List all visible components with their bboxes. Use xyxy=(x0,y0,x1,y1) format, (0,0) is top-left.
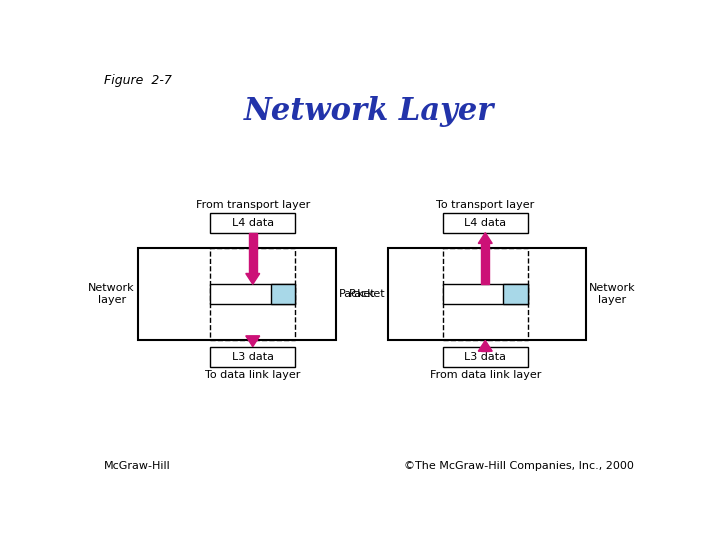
Bar xyxy=(482,244,489,284)
Bar xyxy=(388,248,586,340)
Text: Network
layer: Network layer xyxy=(89,284,135,305)
Text: Network Layer: Network Layer xyxy=(244,96,494,126)
Text: L3 data: L3 data xyxy=(464,352,506,362)
Bar xyxy=(210,213,295,233)
Text: From transport layer: From transport layer xyxy=(196,200,310,210)
Bar xyxy=(210,347,295,367)
Polygon shape xyxy=(246,336,260,347)
Text: To transport layer: To transport layer xyxy=(436,200,534,210)
Bar xyxy=(249,336,256,340)
Text: Packet: Packet xyxy=(339,289,375,299)
Text: L4 data: L4 data xyxy=(464,218,506,228)
Text: McGraw-Hill: McGraw-Hill xyxy=(104,461,171,471)
Text: From data link layer: From data link layer xyxy=(430,370,541,380)
Polygon shape xyxy=(478,233,492,244)
Text: Network
layer: Network layer xyxy=(589,284,636,305)
Text: To data link layer: To data link layer xyxy=(205,370,300,380)
Text: ©The McGraw-Hill Companies, Inc., 2000: ©The McGraw-Hill Companies, Inc., 2000 xyxy=(404,461,634,471)
Text: H3: H3 xyxy=(275,289,291,299)
Bar xyxy=(210,248,295,340)
Text: L4 data: L4 data xyxy=(232,218,274,228)
Text: L3 data: L3 data xyxy=(232,352,274,362)
Bar xyxy=(138,248,336,340)
Text: H3: H3 xyxy=(508,289,523,299)
Bar xyxy=(443,284,528,304)
Bar xyxy=(503,284,528,304)
Bar xyxy=(443,213,528,233)
Polygon shape xyxy=(478,340,492,351)
Text: Figure  2-7: Figure 2-7 xyxy=(104,74,172,87)
Bar xyxy=(443,347,528,367)
Bar xyxy=(482,347,489,351)
Bar xyxy=(210,284,295,304)
Text: Packet: Packet xyxy=(348,289,385,299)
Bar xyxy=(443,248,528,340)
Bar xyxy=(249,233,256,273)
Bar xyxy=(271,284,295,304)
Polygon shape xyxy=(246,273,260,284)
